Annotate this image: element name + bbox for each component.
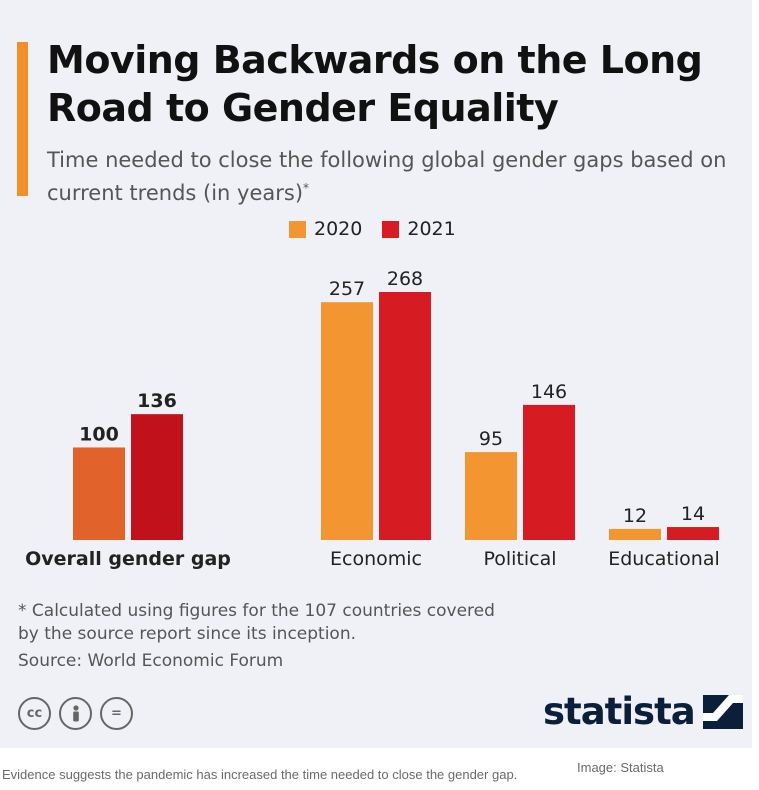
data-label-political-2021: 146 xyxy=(531,381,567,403)
statista-mark-icon xyxy=(702,694,743,729)
chart-legend: 2020 2021 xyxy=(289,216,476,242)
category-label-economic: Economic xyxy=(330,548,422,570)
title-accent-bar xyxy=(17,42,28,196)
person-glyph xyxy=(72,704,79,721)
image-caption: Evidence suggests the pandemic has incre… xyxy=(2,767,518,782)
data-label-political-2020: 95 xyxy=(479,428,503,450)
bar-political-2021 xyxy=(523,404,575,540)
data-label-educational-2020: 12 xyxy=(623,505,647,527)
legend-item-2021: 2021 xyxy=(382,218,456,240)
bar-educational-2020 xyxy=(609,528,661,540)
legend-swatch-2020 xyxy=(289,220,306,238)
license-icons: cc = xyxy=(18,697,133,730)
legend-label-2020: 2020 xyxy=(314,218,363,240)
chart-title: Moving Backwards on the Long Road to Gen… xyxy=(47,38,703,130)
image-credit: Image: Statista xyxy=(577,760,664,775)
brand-wordmark: statista xyxy=(543,690,696,733)
bar-overall-gender-gap-2021 xyxy=(131,414,183,540)
bar-political-2020 xyxy=(465,452,517,540)
bar-economic-2020 xyxy=(321,302,373,540)
bar-chart: 100 136 Overall gender gap 257 268 Economic 95… xyxy=(25,268,720,570)
chart-subtitle: Time needed to close the following globa… xyxy=(47,146,737,207)
legend-swatch-2021 xyxy=(382,220,400,238)
bar-overall-gender-gap-2020 xyxy=(73,447,125,540)
data-label-overall-gender-gap-2021: 136 xyxy=(137,390,177,412)
data-label-overall-gender-gap-2020: 100 xyxy=(79,423,119,445)
subtitle-footnote-mark: * xyxy=(303,181,310,195)
source-note: Source: World Economic Forum xyxy=(18,651,284,671)
legend-label-2021: 2021 xyxy=(407,218,456,240)
creative-commons-icon: cc xyxy=(18,697,51,730)
legend-item-2020: 2020 xyxy=(289,218,362,240)
category-label-educational: Educational xyxy=(608,548,720,570)
bar-economic-2021 xyxy=(379,292,431,540)
infographic-card: Moving Backwards on the Long Road to Gen… xyxy=(0,0,752,748)
no-derivatives-icon: = xyxy=(100,697,133,730)
data-label-economic-2021: 268 xyxy=(387,268,423,290)
data-label-economic-2020: 257 xyxy=(329,278,365,300)
footnote: * Calculated using figures for the 107 c… xyxy=(18,601,495,644)
attribution-icon xyxy=(59,697,92,730)
category-label-overall-gender-gap: Overall gender gap xyxy=(25,548,231,570)
statista-logo: statista xyxy=(543,690,743,733)
data-label-educational-2021: 14 xyxy=(681,503,705,525)
subtitle-text: Time needed to close the following globa… xyxy=(47,148,727,205)
bar-educational-2021 xyxy=(667,527,719,540)
category-label-political: Political xyxy=(483,548,556,570)
